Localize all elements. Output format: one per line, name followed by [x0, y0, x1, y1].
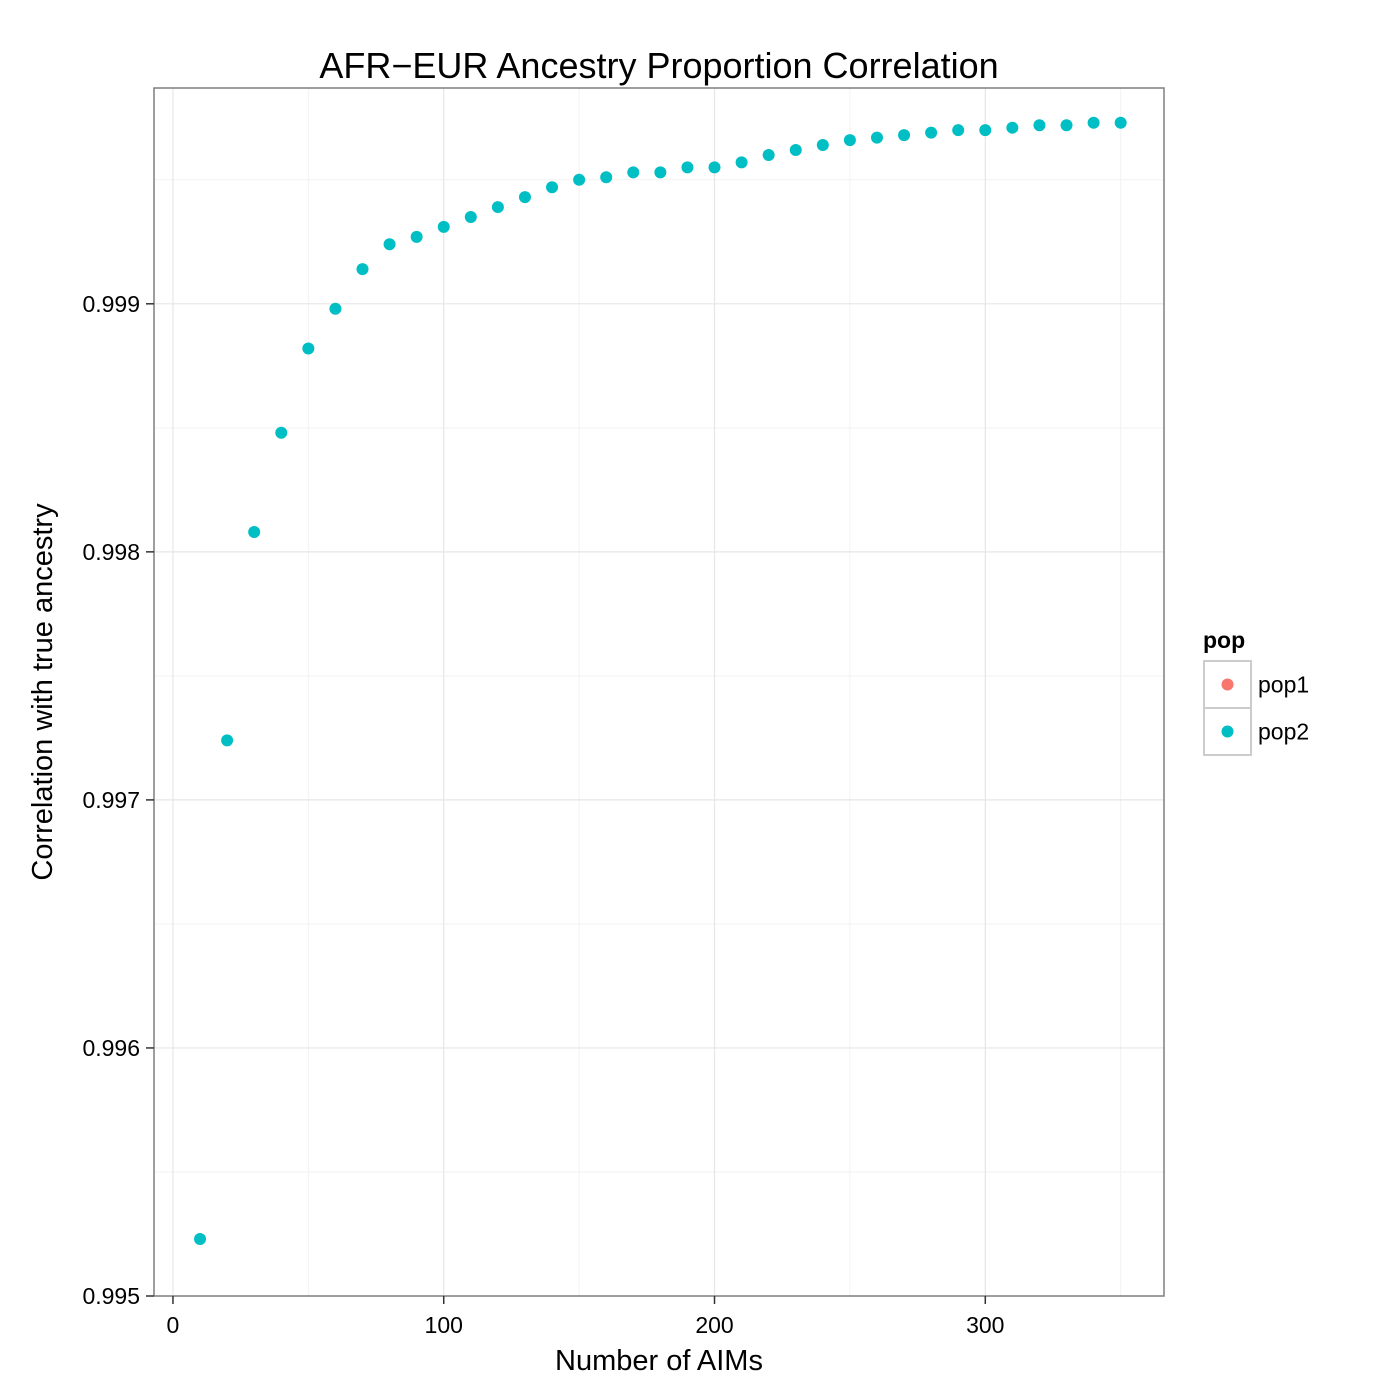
legend-marker-pop2: [1221, 725, 1234, 738]
data-point-pop2: [1060, 119, 1073, 132]
y-tick-label: 0.997: [82, 787, 140, 813]
x-axis: 0 100 200 300: [167, 1296, 1004, 1338]
data-point-pop2: [302, 342, 315, 355]
data-point-pop2: [762, 148, 775, 161]
legend-title: pop: [1203, 627, 1245, 653]
data-point-pop2: [437, 220, 450, 233]
data-point-pop2: [600, 171, 613, 184]
data-point-pop2: [979, 124, 992, 137]
data-point-pop2: [681, 161, 694, 174]
legend-label-pop2: pop2: [1258, 719, 1309, 745]
data-point-pop2: [789, 144, 802, 157]
data-point-pop2: [1087, 116, 1100, 129]
chart-title: AFR−EUR Ancestry Proportion Correlation: [319, 45, 998, 86]
y-axis: 0.995 0.996 0.997 0.998 0.999: [82, 291, 154, 1309]
data-point-pop2: [1033, 119, 1046, 132]
data-point-pop2: [329, 302, 342, 315]
legend-key-pop2: [1203, 707, 1252, 756]
data-point-pop2: [464, 210, 477, 223]
data-point-pop2: [546, 181, 559, 194]
data-point-pop2: [194, 1232, 207, 1245]
y-axis-label: Correlation with true ancestry: [27, 503, 59, 881]
data-point-pop2: [952, 124, 965, 137]
data-point-pop2: [654, 166, 667, 179]
x-tick-label: 200: [695, 1312, 733, 1338]
data-point-pop2: [275, 426, 288, 439]
data-point-pop2: [410, 230, 423, 243]
legend-marker-pop1: [1221, 678, 1234, 691]
data-point-pop2: [870, 131, 883, 144]
data-points: [194, 116, 1127, 1245]
minor-gridlines: [154, 88, 1164, 1296]
x-tick-label: 0: [167, 1312, 180, 1338]
data-point-pop2: [518, 191, 531, 204]
data-point-pop2: [816, 139, 829, 152]
y-tick-label: 0.998: [82, 539, 140, 565]
legend: pop pop1 pop2: [1203, 627, 1309, 756]
data-point-pop2: [843, 134, 856, 147]
data-point-pop2: [356, 263, 369, 276]
data-point-pop2: [1114, 116, 1127, 129]
data-point-pop2: [221, 734, 234, 747]
data-point-pop2: [735, 156, 748, 169]
x-tick-label: 100: [425, 1312, 463, 1338]
data-point-pop2: [491, 201, 504, 214]
data-point-pop2: [925, 126, 938, 139]
data-point-pop2: [248, 526, 261, 539]
legend-label-pop1: pop1: [1258, 672, 1309, 698]
x-axis-label: Number of AIMs: [555, 1345, 763, 1377]
plot-border: [153, 87, 1165, 1297]
y-tick-label: 0.999: [82, 291, 140, 317]
x-tick-label: 300: [966, 1312, 1004, 1338]
data-point-pop2: [627, 166, 640, 179]
data-point-pop2: [1006, 121, 1019, 134]
data-point-pop2: [898, 129, 911, 142]
y-tick-label: 0.995: [82, 1283, 140, 1309]
data-point-pop2: [708, 161, 721, 174]
y-tick-label: 0.996: [82, 1035, 140, 1061]
data-point-pop2: [383, 238, 396, 251]
plot-panel: [154, 88, 1164, 1296]
data-point-pop2: [573, 173, 586, 186]
